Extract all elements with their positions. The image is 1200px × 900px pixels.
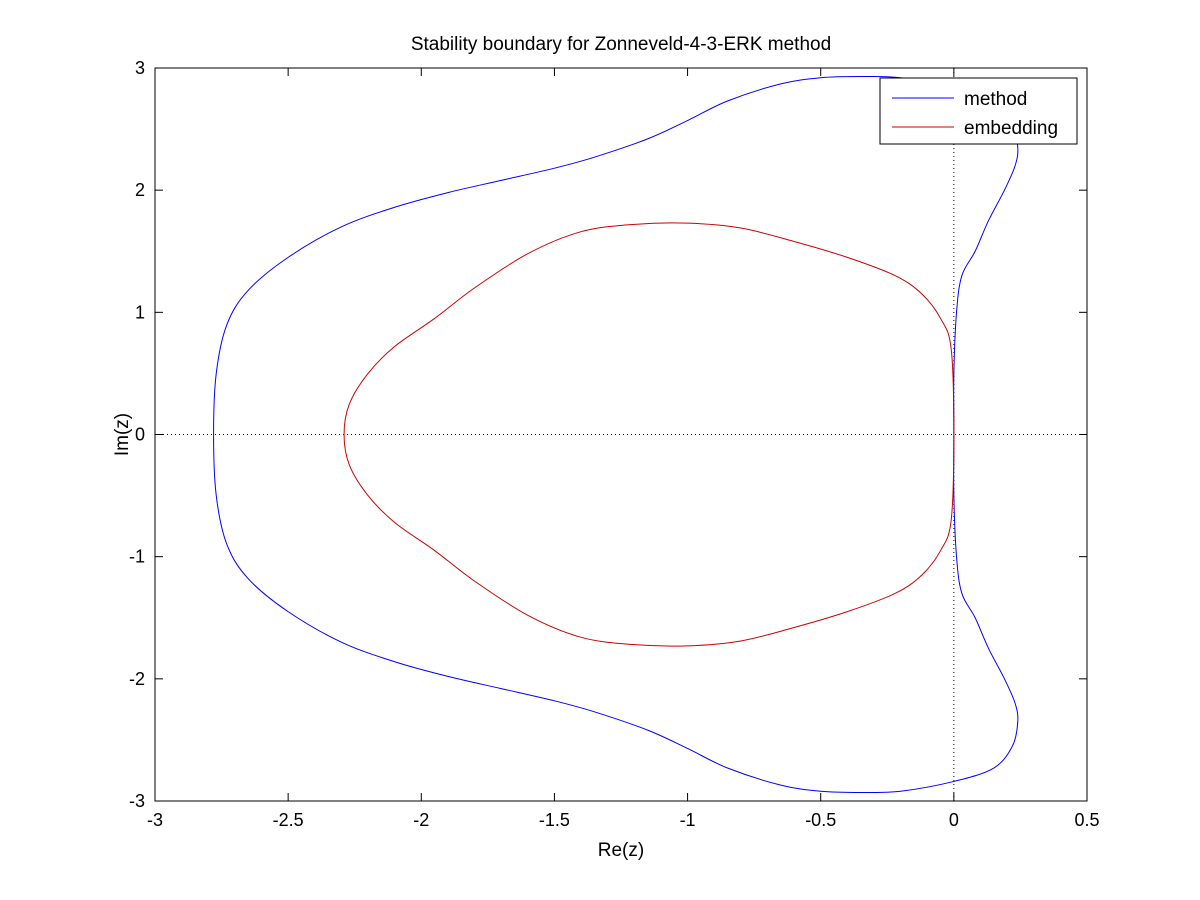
x-tick-label: -1.5 <box>539 810 570 830</box>
y-tick-label: -1 <box>129 547 145 567</box>
x-tick-label: -1 <box>680 810 696 830</box>
legend-box <box>879 77 1078 145</box>
x-axis-title: Re(z) <box>598 840 644 861</box>
chart-title: Stability boundary for Zonneveld-4-3-ERK… <box>411 34 831 55</box>
x-tick-label: -3 <box>147 810 163 830</box>
x-tick-label: -2.5 <box>273 810 304 830</box>
x-tick-label: -0.5 <box>805 810 836 830</box>
legend-label-embedding: embedding <box>964 118 1058 139</box>
axis-ticks: -3 -2.5 -2 -1.5 -1 -0.5 0 0.5 -3 -2 -1 0 1 2 3 <box>129 58 1100 830</box>
y-tick-label: 0 <box>135 425 145 445</box>
legend-label-method: method <box>964 89 1027 110</box>
x-tick-label: 0 <box>949 810 959 830</box>
y-tick-label: -3 <box>129 791 145 811</box>
y-tick-label: 2 <box>135 180 145 200</box>
y-tick-label: 3 <box>135 58 145 78</box>
legend: method embedding <box>879 77 1078 145</box>
series-embedding-curve <box>343 222 955 647</box>
y-tick-label: -2 <box>129 669 145 689</box>
x-tick-label: -2 <box>413 810 429 830</box>
reference-lines <box>155 68 1087 801</box>
x-tick-label: 0.5 <box>1074 810 1099 830</box>
y-axis-title: Im(z) <box>112 413 133 456</box>
y-tick-label: 1 <box>135 302 145 322</box>
